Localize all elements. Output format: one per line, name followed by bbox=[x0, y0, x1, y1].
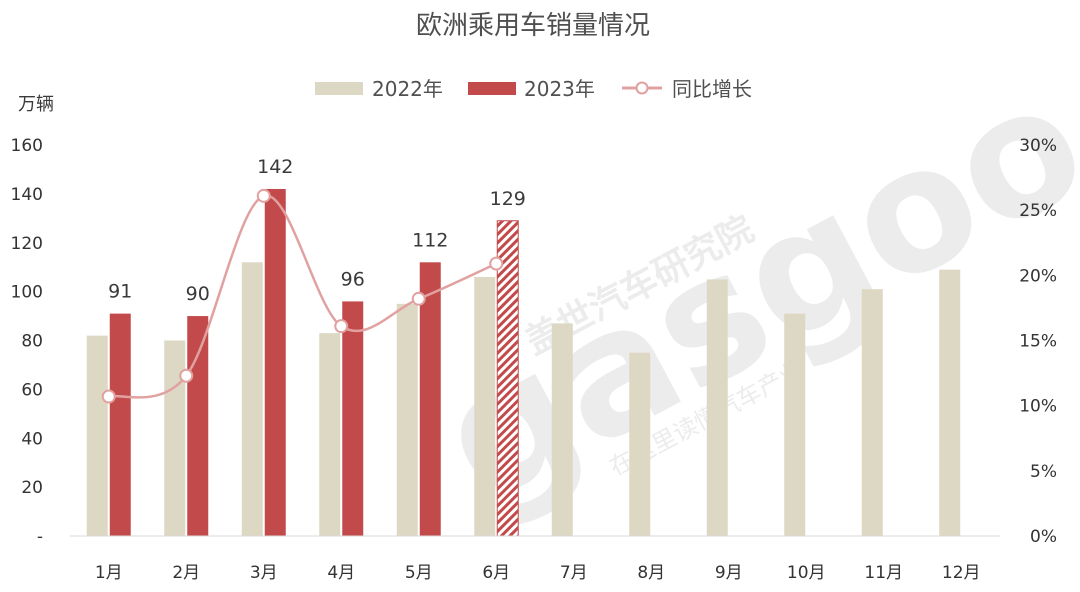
y-tick-left-1: 20 bbox=[21, 478, 43, 498]
y-tick-right-6: 30% bbox=[1019, 136, 1057, 156]
x-tick-3: 3月 bbox=[250, 563, 278, 583]
y-tick-left-8: 160 bbox=[11, 136, 43, 156]
growth-point-3 bbox=[256, 188, 271, 203]
legend-swatch-2022 bbox=[315, 82, 363, 95]
y-tick-left-4: 80 bbox=[21, 332, 43, 352]
bar-2022-11 bbox=[861, 289, 883, 536]
y-tick-right-0: 0% bbox=[1030, 527, 1057, 547]
x-tick-6: 6月 bbox=[482, 563, 510, 583]
legend-label-growth: 同比增长 bbox=[672, 77, 752, 101]
growth-point-4 bbox=[334, 319, 349, 334]
bar-2022-6 bbox=[474, 276, 496, 536]
growth-point-2 bbox=[179, 368, 194, 383]
bar-2022-7 bbox=[551, 323, 573, 536]
y-tick-left-0: - bbox=[37, 527, 43, 547]
y-tick-left-6: 120 bbox=[11, 234, 43, 254]
y-tick-right-4: 20% bbox=[1019, 266, 1057, 286]
legend-label-2022: 2022年 bbox=[372, 77, 443, 101]
y-tick-left-2: 40 bbox=[21, 429, 43, 449]
legend-label-2023: 2023年 bbox=[524, 77, 595, 101]
bar-2023-2 bbox=[187, 316, 209, 536]
x-axis-ticks: 1月 2月 3月 4月 5月 6月 7月 8月 9月 10月 11月 12月 bbox=[95, 563, 981, 583]
data-label-2023-6: 129 bbox=[490, 188, 526, 210]
data-label-2023-2: 90 bbox=[186, 283, 210, 305]
legend: 2022年 2023年 同比增长 bbox=[315, 77, 752, 101]
x-tick-9: 9月 bbox=[715, 563, 743, 583]
y-tick-right-5: 25% bbox=[1019, 201, 1057, 221]
bar-2022-10 bbox=[784, 313, 806, 536]
x-tick-7: 7月 bbox=[560, 563, 588, 583]
bar-2022-4 bbox=[319, 333, 341, 536]
bar-2022-9 bbox=[706, 279, 728, 536]
x-tick-1: 1月 bbox=[95, 563, 123, 583]
y-tick-right-2: 10% bbox=[1019, 397, 1057, 417]
y-tick-left-5: 100 bbox=[11, 283, 43, 303]
y-tick-right-3: 15% bbox=[1019, 332, 1057, 352]
x-tick-4: 4月 bbox=[327, 563, 355, 583]
x-tick-8: 8月 bbox=[637, 563, 665, 583]
y-axis-left-ticks: - 20 40 60 80 100 120 140 160 bbox=[11, 136, 43, 547]
growth-point-1 bbox=[101, 389, 116, 404]
bar-2022-1 bbox=[86, 335, 108, 536]
x-tick-12: 12月 bbox=[942, 563, 981, 583]
bar-2023-1 bbox=[109, 313, 131, 536]
growth-point-5 bbox=[411, 291, 426, 306]
growth-line-series bbox=[101, 188, 504, 404]
x-tick-5: 5月 bbox=[405, 563, 433, 583]
data-label-2023-4: 96 bbox=[341, 268, 365, 290]
growth-point-6 bbox=[489, 256, 504, 271]
data-label-2023-3: 142 bbox=[257, 156, 293, 178]
x-tick-11: 11月 bbox=[864, 563, 903, 583]
legend-swatch-2023 bbox=[468, 82, 516, 95]
bar-2022-2 bbox=[164, 340, 186, 536]
data-labels: 91 90 142 96 112 129 bbox=[108, 156, 526, 305]
bars bbox=[86, 188, 961, 537]
bar-2022-3 bbox=[241, 262, 263, 536]
bar-2022-12 bbox=[939, 269, 961, 536]
bar-2023-3 bbox=[264, 188, 286, 537]
bar-2022-8 bbox=[629, 352, 651, 536]
legend-swatch-growth-marker bbox=[635, 81, 649, 95]
y-axis-unit: 万辆 bbox=[18, 94, 54, 115]
bar-2023-4 bbox=[342, 301, 364, 536]
bar-2023-5 bbox=[419, 262, 441, 536]
bar-2022-5 bbox=[396, 303, 418, 536]
y-tick-left-7: 140 bbox=[11, 185, 43, 205]
chart-title: 欧洲乘用车销量情况 bbox=[416, 11, 650, 41]
y-axis-right-ticks: 0% 5% 10% 15% 20% 25% 30% bbox=[1019, 136, 1057, 547]
x-tick-10: 10月 bbox=[787, 563, 826, 583]
data-label-2023-5: 112 bbox=[412, 229, 448, 251]
data-label-2023-1: 91 bbox=[108, 281, 132, 303]
y-tick-right-1: 5% bbox=[1030, 462, 1057, 482]
y-tick-left-3: 60 bbox=[21, 380, 43, 400]
x-tick-2: 2月 bbox=[172, 563, 200, 583]
